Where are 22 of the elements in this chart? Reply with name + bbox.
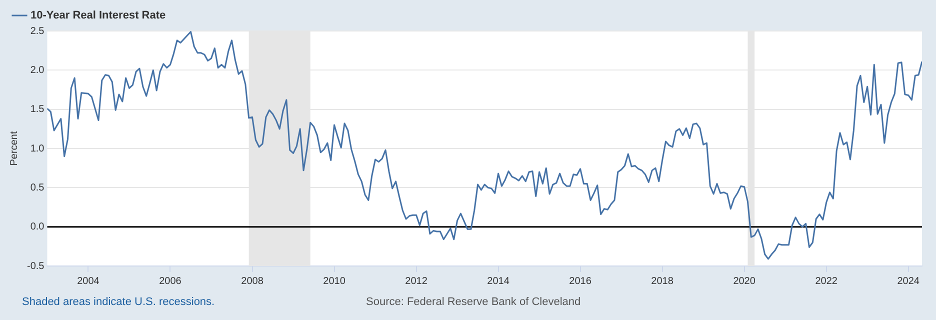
- y-tick-label: 0.0: [30, 222, 45, 233]
- legend-label: 10-Year Real Interest Rate: [30, 10, 166, 22]
- x-tick-label: 2006: [159, 276, 182, 287]
- x-tick-label: 2004: [77, 276, 100, 287]
- y-tick-label: -0.5: [26, 260, 45, 272]
- x-tick-label: 2022: [815, 276, 838, 287]
- y-tick-label: 2.5: [30, 26, 45, 37]
- x-tick-label: 2016: [569, 276, 592, 287]
- x-tick-label: 2018: [651, 276, 674, 287]
- y-tick-label: 2.0: [30, 64, 45, 76]
- x-tick-label: 2024: [897, 276, 920, 287]
- x-tick-label: 2010: [323, 276, 346, 287]
- x-tick-label: 2012: [405, 276, 428, 287]
- y-axis-title: Percent: [8, 131, 20, 166]
- y-tick-label: 0.5: [30, 182, 45, 194]
- x-tick-label: 2008: [241, 276, 264, 287]
- y-tick-label: 1.0: [30, 143, 45, 154]
- x-tick-label: 2014: [487, 276, 510, 287]
- y-tick-label: 1.5: [30, 104, 45, 116]
- text: Shaded areas indicate U.S. recessions.: [22, 296, 215, 308]
- x-tick-label: 2020: [733, 276, 756, 287]
- source-note: Source: Federal Reserve Bank of Cleveland: [366, 296, 581, 308]
